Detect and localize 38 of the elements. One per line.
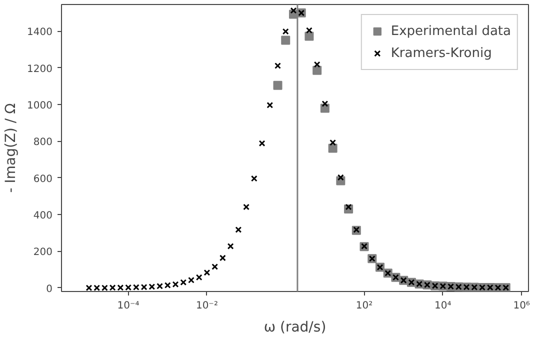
point (330, 139, 336, 146)
y-tick-label: 1200 (27, 64, 53, 75)
point (266, 102, 274, 108)
point (196, 274, 202, 281)
point (227, 242, 234, 250)
point (235, 226, 242, 233)
point (188, 276, 194, 284)
x-tick-label: 10² (356, 300, 373, 312)
x-tick-label: 10⁻² (196, 300, 218, 312)
y-axis-title: - Imag(Z) / Ω (3, 102, 20, 193)
point (314, 61, 320, 68)
point (219, 254, 226, 262)
point (306, 27, 312, 34)
point (212, 264, 218, 270)
y-tick-label: 400 (33, 210, 53, 222)
point (250, 175, 258, 182)
x-axis-title: ω (rad/s) (264, 320, 326, 336)
y-tick-label: 0 (46, 284, 53, 295)
y-tick-label: 1000 (27, 100, 53, 112)
point (258, 140, 266, 147)
point (282, 28, 289, 35)
point (274, 62, 281, 69)
legend-label: Kramers-Kronig (390, 46, 492, 60)
point (180, 279, 187, 286)
x-tick-label: 10⁻⁴ (117, 300, 140, 312)
legend-label: Experimental data (390, 24, 511, 38)
x-tick-label: 10⁶ (513, 300, 530, 312)
y-tick-label: 800 (33, 137, 53, 148)
x-tick-label: 10⁴ (434, 300, 452, 312)
point (243, 204, 250, 210)
y-tick-label: 200 (33, 247, 53, 258)
point (345, 204, 352, 210)
y-tick-label: 600 (33, 174, 53, 185)
point (204, 269, 210, 276)
y-tick-label: 1400 (27, 27, 53, 38)
point (322, 100, 328, 107)
point (290, 7, 297, 14)
point (337, 174, 344, 181)
